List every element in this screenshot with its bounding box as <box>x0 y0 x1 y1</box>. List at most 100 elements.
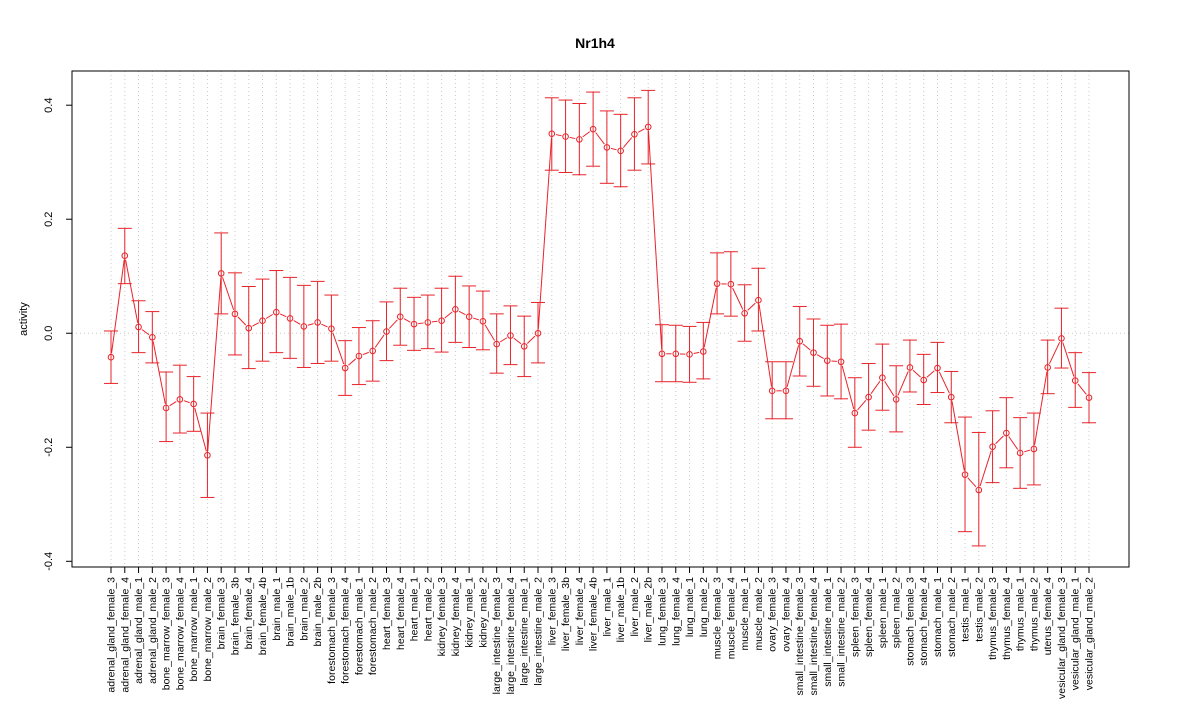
x-tick-label: adrenal_gland_male_1 <box>133 577 145 684</box>
x-tick-label: brain_female_3 <box>216 577 228 650</box>
series-line-segment <box>623 138 631 148</box>
x-tick-label: kidney_male_2 <box>477 577 489 648</box>
x-tick-label: large_intestine_male_1 <box>519 577 531 686</box>
x-tick-label: large_intestine_female_4 <box>505 577 517 694</box>
series-line-segment <box>704 288 716 348</box>
series-line-segment <box>1049 342 1059 363</box>
x-tick-label: bone_marrow_male_2 <box>202 577 214 682</box>
series-line-segment <box>363 352 369 354</box>
series-line-segment <box>980 451 991 486</box>
x-tick-label: brain_male_2b <box>312 577 324 647</box>
x-tick-label: heart_female_4 <box>395 577 407 650</box>
x-tick-label: vesicular_gland_male_1 <box>1070 577 1082 690</box>
series-line-segment <box>308 324 314 326</box>
x-tick-label: stomach_female_4 <box>918 577 930 666</box>
x-tick-label: heart_male_2 <box>422 577 434 641</box>
series-line-segment <box>404 319 410 322</box>
series-line-segment <box>485 325 494 341</box>
x-tick-label: forestomach_female_4 <box>340 577 352 684</box>
series-line-layer <box>112 129 1087 487</box>
series-line-segment <box>858 400 866 410</box>
x-tick-label: spleen_female_4 <box>863 577 875 657</box>
x-tick-label: large_intestine_female_3 <box>491 577 503 694</box>
x-tick-label: bone_marrow_female_3 <box>161 577 173 690</box>
x-tick-label: bone_marrow_female_4 <box>174 577 186 690</box>
series-line-segment <box>538 138 551 329</box>
x-tick-label: bone_marrow_male_1 <box>188 577 200 682</box>
series-line-segment <box>927 371 934 377</box>
series-line-segment <box>817 355 824 359</box>
x-tick-label: muscle_female_4 <box>725 577 737 659</box>
x-tick-label: vesicular_gland_male_2 <box>1084 577 1096 690</box>
series-line-segment <box>1024 450 1030 452</box>
x-tick-label: thymus_female_3 <box>987 577 999 660</box>
x-tick-label: testis_male_1 <box>960 577 972 642</box>
plot-frame <box>72 71 1129 567</box>
x-tick-label: uterus_female_4 <box>1042 577 1054 655</box>
series-line-segment <box>527 336 535 343</box>
series-line-segment <box>638 129 644 132</box>
x-tick-label: brain_male_1 <box>271 577 283 641</box>
series-line-segment <box>1078 384 1087 395</box>
x-tick-label: liver_female_4 <box>574 577 586 645</box>
x-tick-label: brain_female_4b <box>257 577 269 655</box>
series-line-segment <box>223 277 234 310</box>
x-tick-label: small_intestine_female_3 <box>794 577 806 696</box>
x-tick-label: kidney_male_1 <box>464 577 476 648</box>
series-line-segment <box>112 260 125 353</box>
series-line-segment <box>694 352 700 353</box>
x-tick-label: muscle_female_3 <box>712 577 724 659</box>
series-line-segment <box>266 314 273 318</box>
x-tick-label: liver_male_2 <box>629 577 641 637</box>
x-tick-label: stomach_male_2 <box>946 577 958 657</box>
x-tick-label: small_intestine_male_2 <box>836 577 848 687</box>
x-tick-label: spleen_male_1 <box>877 577 889 648</box>
series-line-segment <box>170 402 177 406</box>
series-line-segment <box>996 436 1004 444</box>
series-line-segment <box>280 314 286 317</box>
series-line-segment <box>445 312 452 318</box>
x-tick-label: adrenal_gland_female_4 <box>119 577 131 693</box>
series-line-segment <box>1035 372 1047 445</box>
x-tick-label: muscle_male_1 <box>739 577 751 651</box>
data-points <box>108 124 1092 493</box>
y-tick-label: -0.2 <box>43 438 55 457</box>
series-line-segment <box>432 321 437 322</box>
x-tick-label: adrenal_gland_female_3 <box>106 577 118 693</box>
x-tick-label: lung_male_2 <box>698 577 710 637</box>
series-line-segment <box>238 317 246 325</box>
x-tick-label: lung_female_3 <box>656 577 668 646</box>
chart: Nr1h4 activity -0.4-0.20.00.20.4adrenal_… <box>0 0 1200 720</box>
x-tick-label: ovary_female_4 <box>780 577 792 652</box>
x-tick-label: thymus_male_1 <box>1015 577 1027 651</box>
y-tick-label: 0.0 <box>43 326 55 341</box>
x-tick-label: forestomach_female_3 <box>326 577 338 684</box>
x-tick-label: liver_male_2b <box>643 577 655 643</box>
x-tick-label: liver_female_3 <box>546 577 558 645</box>
series-line-segment <box>611 148 617 149</box>
series-line-segment <box>803 344 810 350</box>
x-tick-label: brain_female_4 <box>243 577 255 650</box>
series-line-segment <box>570 137 576 138</box>
x-tick-label: liver_male_1 <box>601 577 613 637</box>
x-tick-label: heart_male_1 <box>409 577 421 641</box>
x-tick-label: spleen_male_2 <box>891 577 903 648</box>
series-line-segment <box>885 381 894 396</box>
series-line-segment <box>787 345 799 387</box>
series-line-segment <box>473 318 479 320</box>
y-tick-label: 0.2 <box>43 212 55 227</box>
x-tick-label: liver_female_4b <box>588 577 600 651</box>
series-line-segment <box>184 401 190 403</box>
series-line-segment <box>195 408 207 451</box>
x-tick-label: liver_male_1b <box>615 577 627 643</box>
series-line-segment <box>321 324 327 327</box>
series-line-segment <box>952 401 964 470</box>
series-line-segment <box>126 260 138 323</box>
x-tick-label: small_intestine_female_4 <box>808 577 820 696</box>
error-bars <box>104 90 1096 546</box>
series-line-segment <box>142 329 149 334</box>
x-tick-label: large_intestine_male_2 <box>533 577 545 686</box>
series-line-segment <box>842 366 854 409</box>
x-tick-label: thymus_female_4 <box>1001 577 1013 660</box>
y-tick-label: -0.4 <box>43 552 55 571</box>
